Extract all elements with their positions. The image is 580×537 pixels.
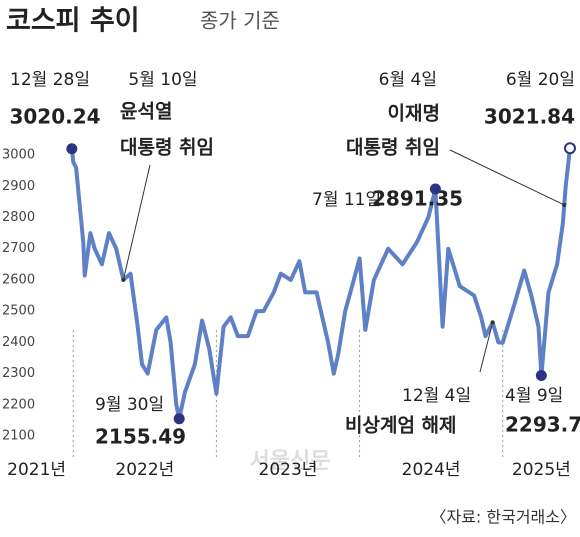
event-point	[121, 277, 126, 282]
annotation-date: 4월 9일	[505, 386, 563, 406]
annotation-point	[173, 413, 185, 425]
annotation-text: 대통령 취임	[346, 137, 440, 159]
y-tick-label: 2800	[2, 210, 35, 225]
y-tick-label: 2700	[2, 241, 35, 256]
annotation-date: 6월 4일	[379, 70, 437, 90]
annotation-value: 2891.35	[372, 187, 463, 211]
annotation-value: 2155.49	[95, 425, 186, 449]
annotation-point	[429, 183, 441, 195]
y-tick-label: 2100	[2, 429, 35, 444]
y-tick-label: 3000	[2, 148, 35, 163]
kospi-line	[69, 147, 572, 421]
y-tick-label: 2500	[2, 304, 35, 319]
x-tick-label: 2025년	[512, 460, 571, 480]
annotation-value: 2293.70	[505, 413, 580, 437]
chart-title: 코스피 추이	[6, 6, 140, 37]
annotation-date: 6월 20일	[506, 70, 575, 90]
annotation-point	[535, 370, 547, 382]
annotation-text: 이재명	[388, 103, 440, 125]
annotation-point	[66, 143, 78, 155]
y-tick-label: 2900	[2, 179, 35, 194]
annotation-date: 12월 4일	[402, 386, 471, 406]
annotation-text: 비상계엄 해제	[345, 415, 457, 437]
annotation-text: 윤석열	[120, 101, 172, 123]
y-tick-label: 2300	[2, 366, 35, 381]
source: 〈자료: 한국거래소〉	[430, 508, 576, 527]
annotation-value: 3020.24	[9, 105, 100, 129]
annotation-text: 대통령 취임	[120, 137, 214, 159]
x-tick-label: 2024년	[402, 460, 461, 480]
x-tick-label: 2022년	[115, 460, 174, 480]
annotation-date: 12월 28일	[10, 70, 90, 90]
x-tick-label: 2023년	[259, 460, 318, 480]
leader-line	[449, 149, 565, 206]
chart-subtitle: 종가 기준	[200, 9, 280, 33]
annotation-date: 5월 10일	[128, 70, 197, 90]
y-tick-label: 2200	[2, 397, 35, 412]
y-tick-label: 2400	[2, 335, 35, 350]
leader-line	[122, 164, 151, 281]
event-point	[490, 320, 495, 325]
leader-line	[479, 322, 494, 373]
annotation-date: 7월 11일	[312, 190, 381, 210]
x-tick-label: 2021년	[7, 460, 66, 480]
annotation-value: 3021.84	[484, 105, 575, 129]
y-tick-label: 2600	[2, 272, 35, 287]
annotation-date: 9월 30일	[95, 395, 164, 415]
watermark: 서울신문	[250, 449, 331, 474]
annotation-point	[563, 142, 576, 155]
event-point	[562, 202, 567, 207]
